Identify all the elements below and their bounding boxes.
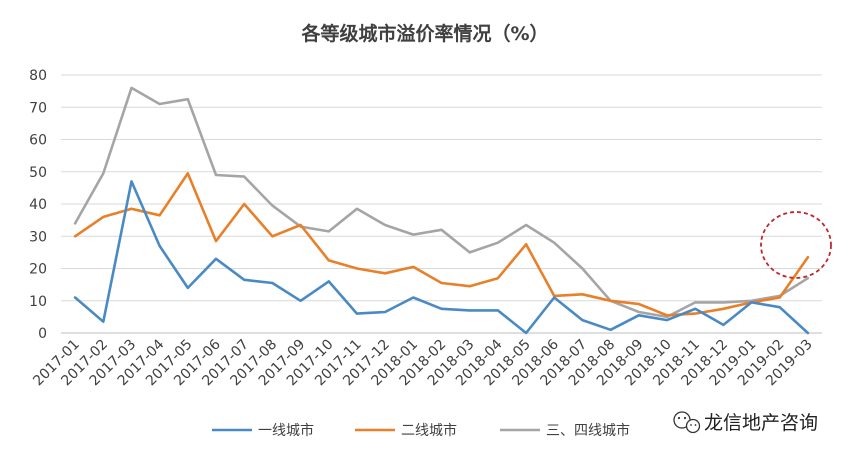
series-lines [73,86,810,335]
y-tick-label: 0 [38,326,47,342]
y-tick-label: 50 [29,165,47,181]
watermark: 龙信地产咨询 [673,411,818,434]
series-line [73,172,810,317]
legend-label: 二线城市 [401,422,457,439]
highlight-circle [760,211,832,279]
grid [61,74,822,334]
y-tick-label: 70 [29,100,47,116]
chart-title: 各等级城市溢价率情况（%） [300,22,548,45]
y-tick-label: 60 [29,133,47,149]
annotation [760,211,832,279]
x-axis: 2017-012017-022017-032017-042017-052017-… [30,336,815,389]
y-tick-label: 30 [29,229,47,245]
y-axis: 0 10 20 30 40 50 60 70 80 [29,68,47,342]
watermark-text: 龙信地产咨询 [704,412,818,434]
y-tick-label: 40 [29,197,47,213]
y-tick-label: 20 [29,262,47,278]
y-tick-label: 80 [29,68,47,84]
y-tick-label: 10 [29,294,47,310]
legend: 一线城市 二线城市 三、四线城市 [212,422,630,439]
legend-label: 三、四线城市 [546,422,630,439]
wechat-icon [673,411,701,434]
legend-label: 一线城市 [258,422,314,439]
series-line [73,86,810,319]
series-line [73,180,810,335]
